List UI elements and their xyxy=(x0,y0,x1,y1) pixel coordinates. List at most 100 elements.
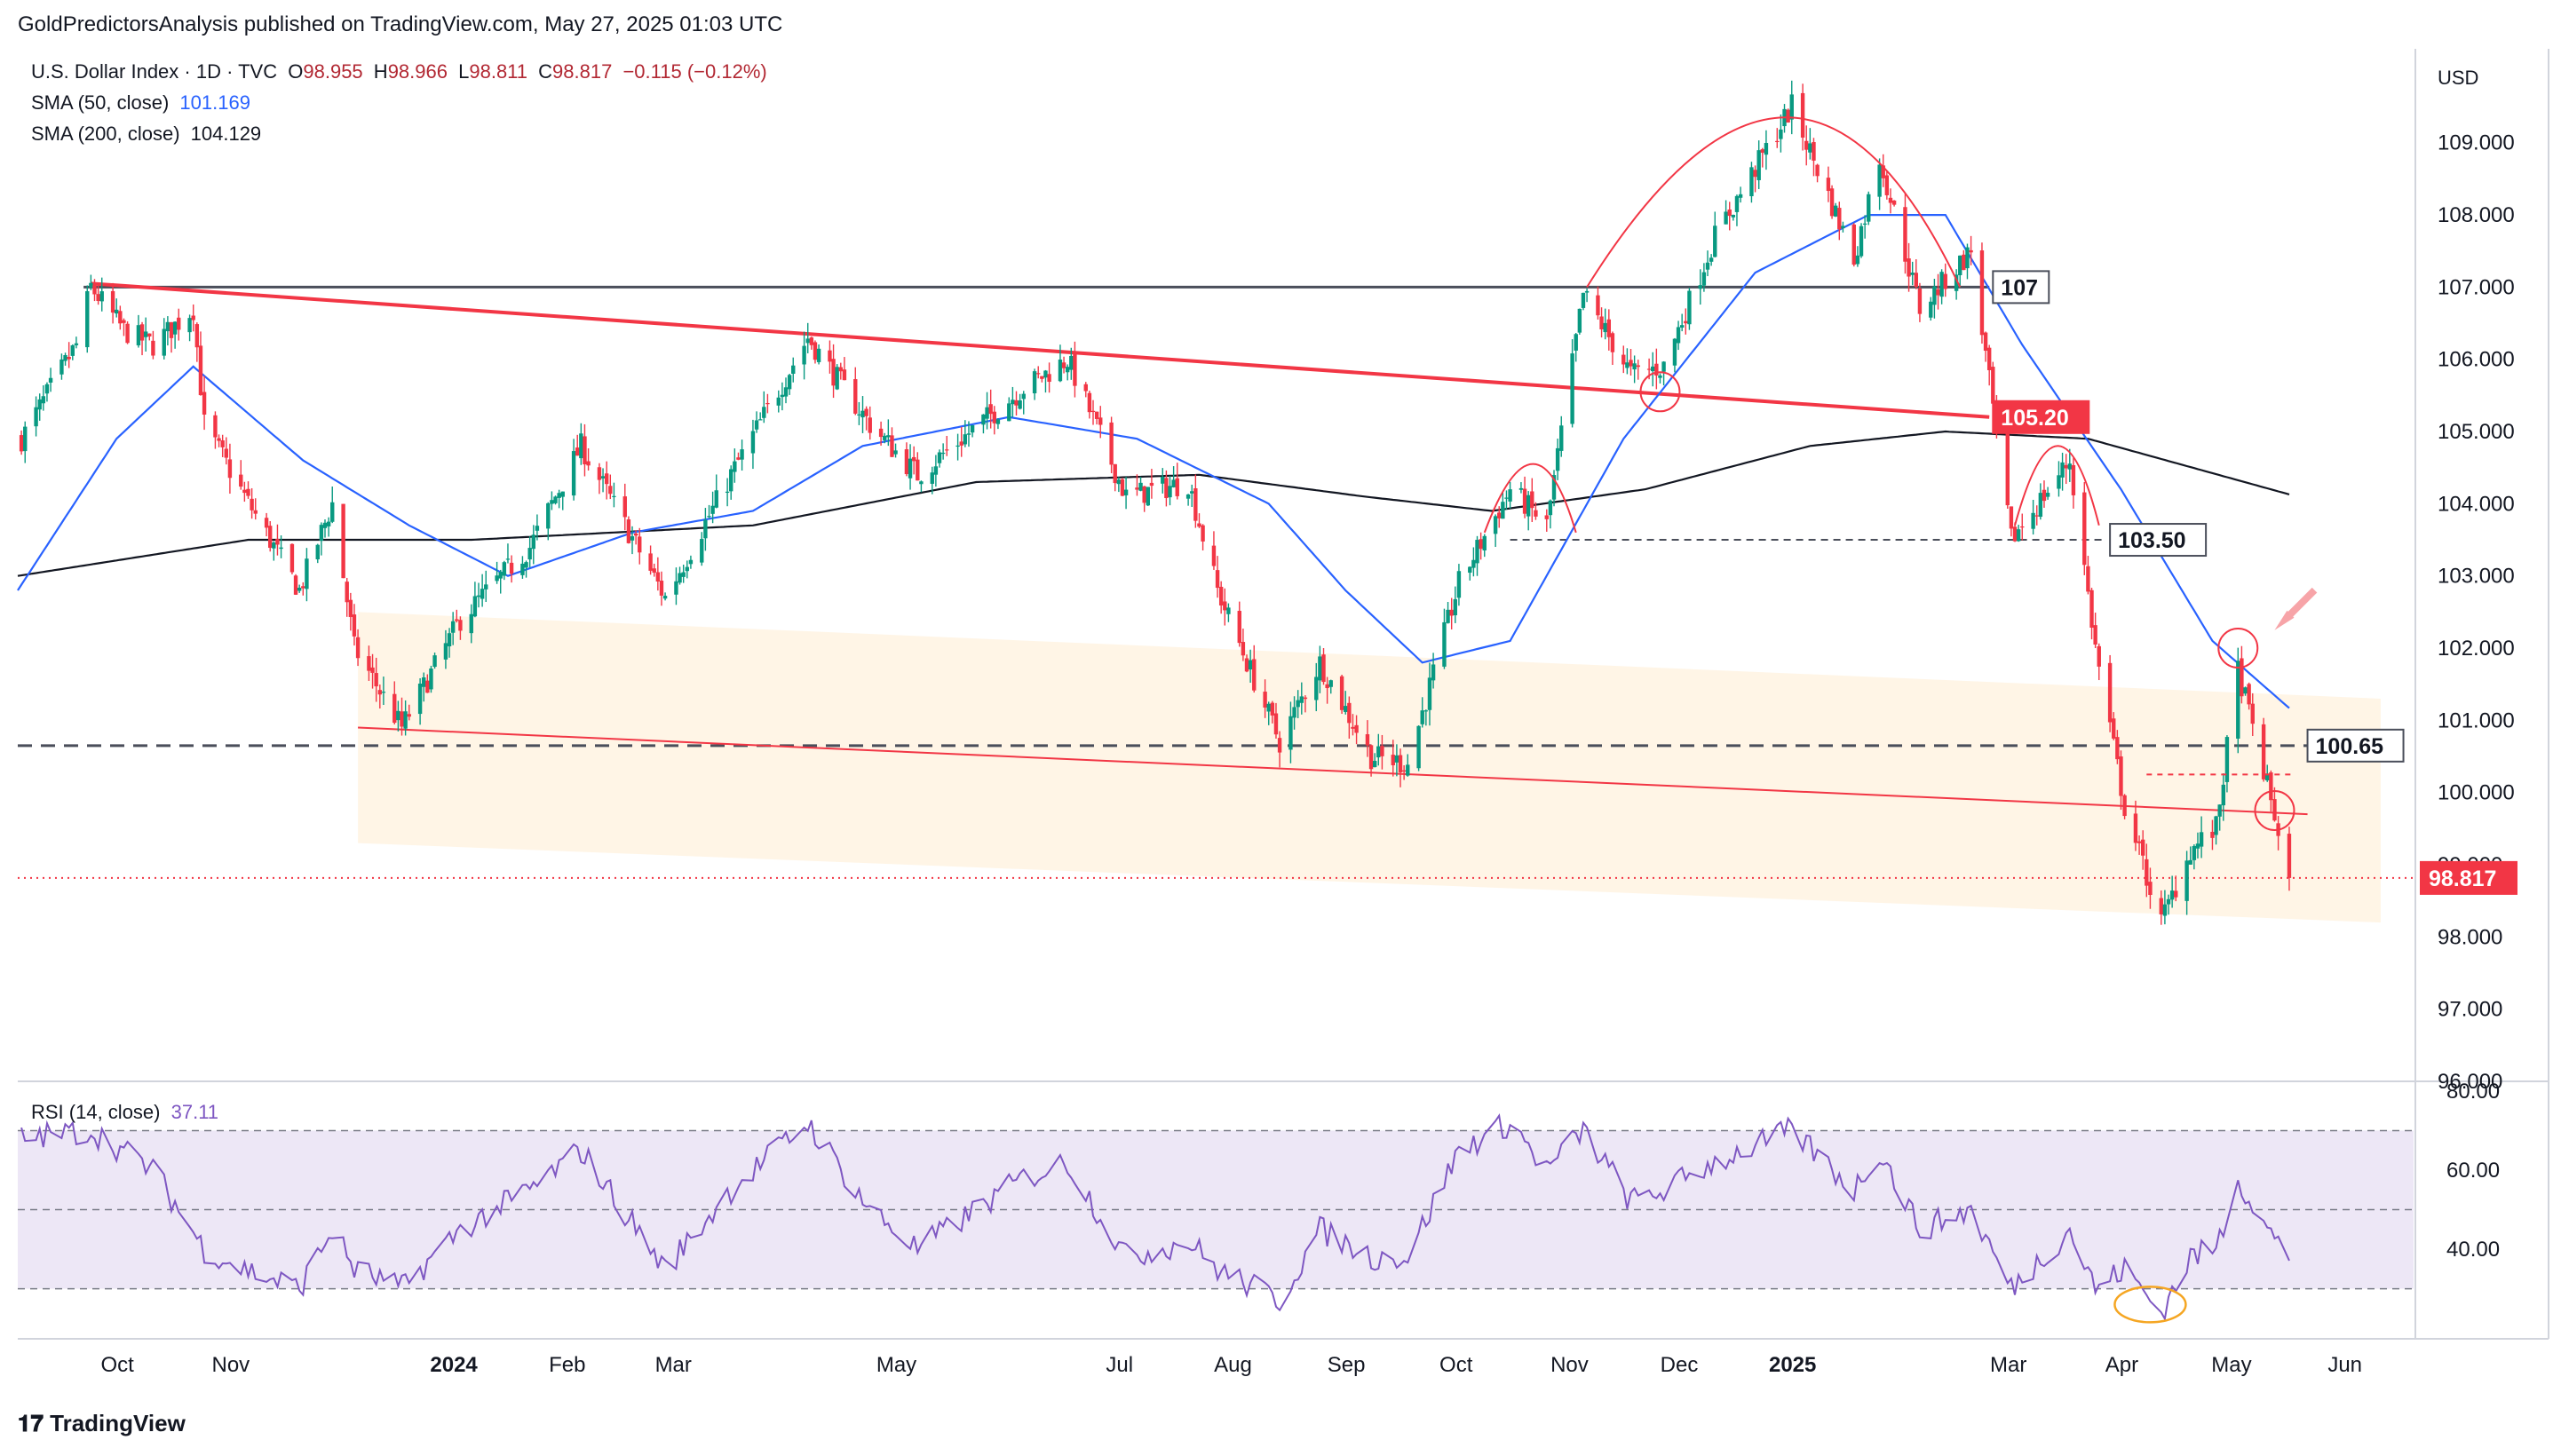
candle-up xyxy=(2214,816,2218,835)
candle-up xyxy=(2195,843,2200,849)
candle-up xyxy=(678,573,682,583)
candle-down xyxy=(638,536,642,553)
candle-down xyxy=(2287,834,2292,878)
candle-up xyxy=(2060,462,2065,478)
candle-up xyxy=(1581,292,1586,308)
candle-down xyxy=(407,714,411,717)
candle-up xyxy=(1372,761,1377,768)
legend-sma50-value: 101.169 xyxy=(179,91,250,114)
candle-down xyxy=(1244,658,1249,672)
time-tick-label: Aug xyxy=(1214,1353,1252,1377)
small-top-arc-2 xyxy=(2014,445,2100,526)
pink-arrow-head xyxy=(2274,610,2295,630)
candle-up xyxy=(41,396,46,404)
candle-up xyxy=(1431,664,1436,681)
candle-down xyxy=(868,417,872,433)
candle-up xyxy=(1299,696,1304,703)
candle-up xyxy=(2057,475,2061,489)
candle-up xyxy=(937,452,942,463)
time-tick-label: 2025 xyxy=(1769,1353,1816,1377)
candle-down xyxy=(177,317,181,330)
candle-up xyxy=(99,291,104,302)
candle-down xyxy=(1083,384,1088,392)
candle-down xyxy=(1530,491,1534,509)
candle-up xyxy=(1292,707,1296,718)
candle-up xyxy=(791,365,796,374)
currency-label: USD xyxy=(2438,67,2478,89)
candle-up xyxy=(484,584,488,590)
candle-down xyxy=(2250,703,2255,724)
candle-down xyxy=(2112,718,2116,739)
candle-down xyxy=(213,415,218,438)
time-tick-label: Jul xyxy=(1106,1353,1133,1377)
candle-down xyxy=(1109,422,1114,465)
candle-down xyxy=(242,489,247,494)
price-tick-label: 109.000 xyxy=(2438,131,2515,155)
candle-up xyxy=(37,399,42,410)
candle-up xyxy=(1248,660,1253,670)
candle-down xyxy=(648,553,653,571)
candle-up xyxy=(1116,479,1122,485)
candle-up xyxy=(2031,512,2035,529)
candle-down xyxy=(1201,525,1205,542)
candle-down xyxy=(1036,373,1041,375)
candle-up xyxy=(1779,129,1783,139)
candle-up xyxy=(966,433,971,435)
candle-up xyxy=(1011,400,1015,405)
candle-up xyxy=(74,343,79,345)
candle-up xyxy=(725,491,730,494)
candle-up xyxy=(1501,502,1505,519)
label-107: 107 xyxy=(2001,275,2038,300)
candle-up xyxy=(2217,804,2222,817)
candle-down xyxy=(202,392,207,415)
candle-up xyxy=(396,710,400,721)
candle-down xyxy=(864,408,868,416)
candle-down xyxy=(67,356,71,360)
candle-up xyxy=(34,407,38,427)
candle-up xyxy=(1841,226,1845,229)
candle-up xyxy=(476,595,481,597)
candle-up xyxy=(1032,371,1037,394)
tradingview-brand: TradingView xyxy=(50,1410,186,1436)
legend-change: −0.115 (−0.12%) xyxy=(622,60,767,83)
candle-down xyxy=(1061,362,1066,368)
candle-down xyxy=(348,599,353,618)
candle-up xyxy=(1423,710,1429,712)
label-10065: 100.65 xyxy=(2316,734,2384,759)
candle-up xyxy=(1749,167,1754,196)
legend-rsi-row: RSI (14, close) 37.11 xyxy=(31,1101,224,1124)
candle-up xyxy=(1551,475,1557,500)
rsi-tick-label: 60.00 xyxy=(2446,1159,2500,1183)
candle-down xyxy=(1479,539,1483,550)
candle-down xyxy=(392,693,397,724)
candle-up xyxy=(1603,322,1607,333)
candle-down xyxy=(96,294,100,301)
candle-down xyxy=(1218,586,1224,605)
candle-down xyxy=(945,449,949,451)
candle-down xyxy=(1610,333,1615,352)
candle-up xyxy=(908,458,913,479)
tradingview-logo[interactable]: 𝟏𝟕 TradingView xyxy=(18,1410,186,1438)
candle-down xyxy=(1273,713,1279,735)
candle-down xyxy=(2097,645,2101,667)
label-10065-box xyxy=(2306,728,2405,763)
legend-high: H98.966 xyxy=(373,60,448,83)
candle-up xyxy=(89,282,93,288)
candle-up xyxy=(1226,607,1231,614)
candle-down xyxy=(1786,109,1790,123)
candle-up xyxy=(883,435,887,440)
candle-up xyxy=(970,424,975,433)
candle-up xyxy=(805,338,810,344)
candle-down xyxy=(1621,354,1626,365)
candle-up xyxy=(1138,482,1143,491)
rsi-oversold-ellipse xyxy=(2113,1286,2187,1324)
time-tick-label: Nov xyxy=(1550,1353,1589,1377)
candle-down xyxy=(458,620,463,631)
candle-down xyxy=(1962,254,1966,271)
candle-up xyxy=(1734,195,1740,212)
candle-down xyxy=(626,519,631,543)
candle-down xyxy=(1760,149,1765,154)
candle-up xyxy=(498,572,503,579)
candle-down xyxy=(911,456,916,462)
